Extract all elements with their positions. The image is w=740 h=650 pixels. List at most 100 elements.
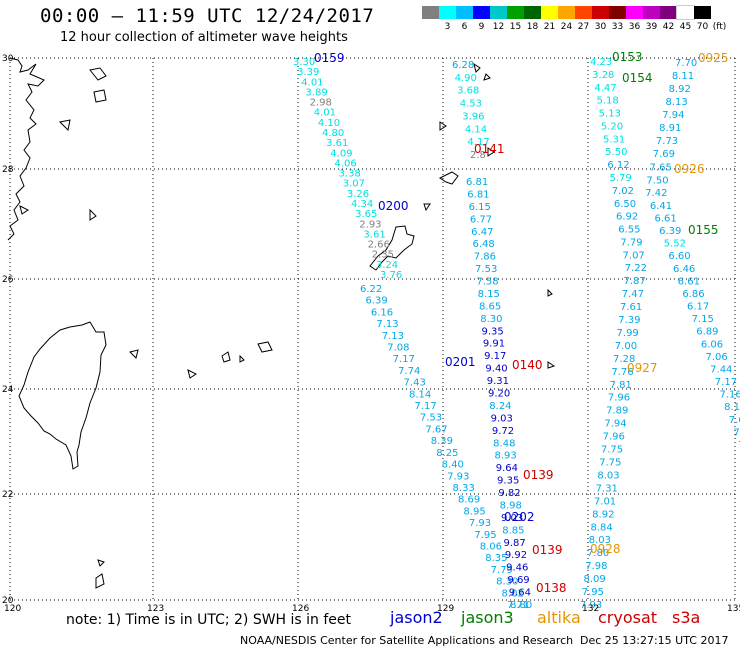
wave-height-value: 6.61 [678,276,700,287]
wave-height-value: 5.79 [610,173,632,184]
wave-height-value: 9.17 [484,351,506,362]
wave-height-value: 7.42 [645,188,667,199]
wave-height-value: 6.77 [470,214,492,225]
wave-height-value: 7.81 [610,380,632,391]
wave-height-value: 7.80 [587,548,609,559]
wave-height-value: 5.18 [597,96,619,107]
wave-height-value: 7.67 [425,424,447,435]
wave-height-value: 6.22 [360,284,382,295]
wave-height-value: 2.93 [359,219,381,230]
wave-height-value: 6.92 [616,212,638,223]
wave-height-value: 8.30 [480,314,502,325]
wave-height-value: 7.44 [710,364,732,375]
scale-swatch [507,6,524,19]
wave-height-value: 8.09 [583,574,605,585]
wave-height-value: 8.18 [724,402,740,413]
wave-height-value: 4.01 [314,108,336,119]
wave-height-value: 9.35 [497,476,519,487]
wave-height-value: 8.92 [669,84,691,95]
generation-timestamp: Dec 25 13:27:15 UTC 2017 [580,634,729,647]
wave-height-value: 8.69 [458,495,480,506]
scale-label: 36 [628,22,641,32]
wave-height-value: 9.20 [488,389,510,400]
wave-height-value: 4.53 [460,99,482,110]
wave-height-value: 2.35 [372,250,394,261]
wave-height-value: 8.91 [659,123,681,134]
wave-height-value: 8.02 [502,588,524,599]
coastline [7,57,556,589]
wave-height-value: 9.82 [498,488,520,499]
legend-cryosat: cryosat [598,608,658,627]
wave-height-value: 7.79 [491,565,513,576]
wave-height-value: 3.76 [380,270,402,281]
wave-height-value: 4.14 [465,124,487,135]
scale-swatch [490,6,507,19]
map-grid [9,57,736,601]
wave-height-value: 4.47 [594,83,616,94]
wave-height-value: 7.75 [601,445,623,456]
wave-height-value: 7.95 [474,530,496,541]
wave-height-value: 2.98 [310,98,332,109]
wave-height-value: 6.47 [471,227,493,238]
wave-height-value: 7.98 [585,561,607,572]
x-tick-label: 132 [582,604,599,614]
scale-label: 6 [461,22,468,32]
wave-height-value: 3.96 [462,111,484,122]
wave-height-value: 8.92 [592,509,614,520]
wave-height-value: 3.38 [339,169,361,180]
scale-label: 12 [492,22,505,32]
scale-label: 42 [662,22,675,32]
wave-height-value: 7.61 [620,302,642,313]
scale-swatch [575,6,592,19]
wave-height-value: 4.17 [467,137,489,148]
wave-height-value: 9.91 [483,339,505,350]
pass-time-label: 0154 [622,71,653,85]
scale-label: 21 [543,22,556,32]
scale-swatch [592,6,609,19]
scale-label: 30 [594,22,607,32]
wave-height-value: 8.95 [463,506,485,517]
miyako-islands [187,341,273,379]
x-tick-label: 126 [292,604,309,614]
wave-height-value: 9.92 [505,550,527,561]
wave-height-value: 3.39 [297,67,319,78]
wave-height-value: 8.85 [502,525,524,536]
wave-height-value: 9.87 [504,538,526,549]
wave-height-value: 9.35 [482,326,504,337]
wave-height-value: 7.43 [404,378,426,389]
china-coast [7,57,45,241]
wave-height-value: 6.86 [682,289,704,300]
wave-height-value: 7.70 [675,58,697,69]
y-tick-label: 24 [2,385,14,395]
wave-height-value: 6.60 [668,251,690,262]
pass-time-label: 0927 [627,361,658,375]
map-subtitle: 12 hour collection of altimeter wave hei… [60,30,348,45]
footnote: note: 1) Time is in UTC; 2) SWH is in fe… [66,612,352,628]
wave-height-value: 6.16 [371,307,393,318]
wave-height-value: 7.22 [625,263,647,274]
wave-height-value: 8.48 [493,438,515,449]
wave-height-value: 4.34 [351,199,373,210]
wave-height-value: 8.93 [494,451,516,462]
scale-swatch [609,6,626,19]
wave-height-value: 9.46 [506,563,528,574]
wave-height-value: 7.64 [729,415,740,426]
wave-height-value: 8.24 [489,401,511,412]
pass-time-label: 0202 [504,510,535,524]
pass-labels: 0159 0200 0201 0202 0141 0140 0139 0139 0138 0153… [314,50,729,595]
wave-height-value: 7.65 [650,162,672,173]
pass-time-label: 0201 [445,355,476,369]
daito-islands [547,288,556,369]
credit-line: NOAA/NESDIS Center for Satellite Applica… [240,634,574,647]
wave-height-value: 7.87 [624,276,646,287]
legend-altika: altika [537,608,581,627]
wave-height-value: 7.13 [382,331,404,342]
pass-time-label: 0159 [314,51,345,65]
scale-swatch [473,6,490,19]
wave-height-value: 4.06 [334,158,356,169]
scale-swatch [558,6,575,19]
wave-height-value: 7.74 [398,366,420,377]
scale-label: 39 [645,22,658,32]
pass-time-label: 0155 [688,223,719,237]
wave-height-value: 8.39 [431,436,453,447]
